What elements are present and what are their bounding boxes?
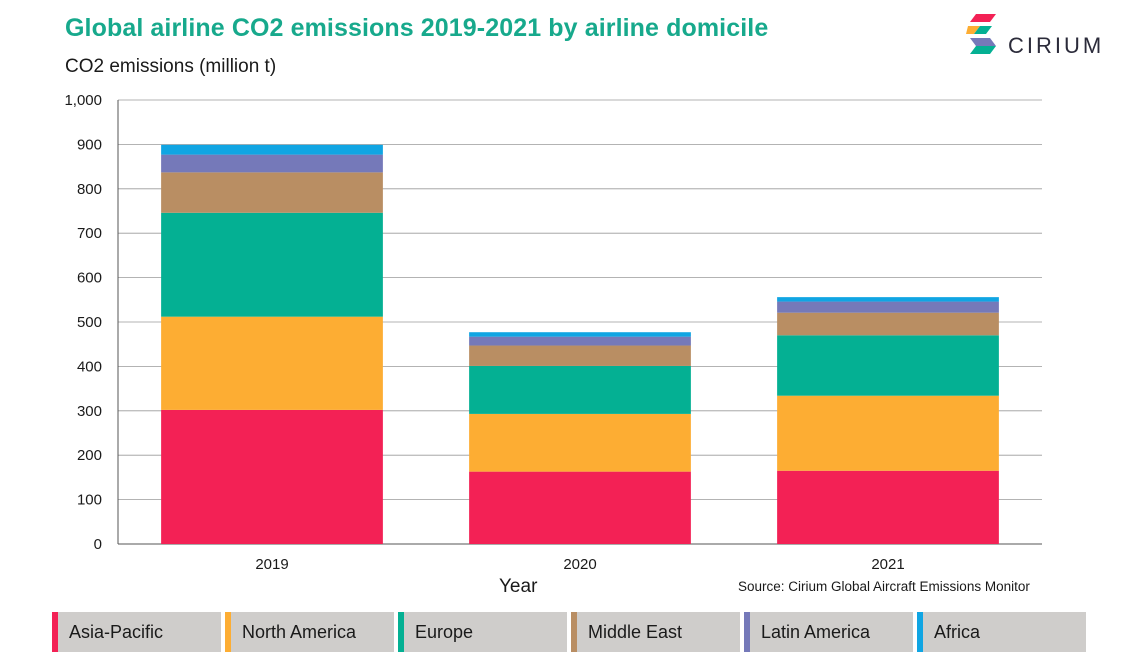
bar-segment-africa-2019 [161, 144, 383, 155]
y-tick-label: 100 [77, 492, 102, 509]
legend-label: Europe [415, 621, 474, 642]
y-tick-label: 500 [77, 314, 102, 331]
legend-label: Asia-Pacific [69, 621, 164, 642]
y-tick-label: 400 [77, 358, 102, 375]
bar-segment-latin-america-2021 [777, 301, 999, 313]
legend-label: North America [242, 621, 357, 642]
y-tick-label: 600 [77, 270, 102, 287]
bar-segment-europe-2020 [469, 365, 691, 414]
legend-swatch [398, 612, 404, 652]
bar-segment-latin-america-2019 [161, 154, 383, 173]
legend-item: Latin America [744, 612, 913, 652]
legend-swatch [571, 612, 577, 652]
bar-segment-africa-2021 [777, 297, 999, 302]
source-note: Source: Cirium Global Aircraft Emissions… [738, 579, 1030, 594]
bar-segment-europe-2021 [777, 335, 999, 396]
y-axis-label: CO2 emissions (million t) [65, 56, 277, 77]
y-tick-label: 300 [77, 403, 102, 420]
bar-segment-north-america-2021 [777, 395, 999, 471]
legend: Asia-Pacific North America Europe Middle Ea… [52, 612, 1086, 652]
x-tick-label: 2019 [255, 556, 288, 573]
legend-item: Asia-Pacific [52, 612, 221, 652]
bar-segment-asia-pacific-2020 [469, 471, 691, 544]
legend-label: Africa [934, 621, 981, 642]
x-tick-label: 2021 [871, 556, 904, 573]
legend-item: Middle East [571, 612, 740, 652]
y-tick-label: 900 [77, 136, 102, 153]
y-tick-label: 200 [77, 447, 102, 464]
bar-segment-latin-america-2020 [469, 336, 691, 346]
bar-segment-asia-pacific-2021 [777, 470, 999, 544]
cirium-logo-icon [966, 14, 996, 54]
legend-label: Middle East [588, 621, 683, 642]
bar-segment-middle-east-2020 [469, 345, 691, 366]
legend-item: Europe [398, 612, 567, 652]
bar-segment-middle-east-2019 [161, 172, 383, 213]
legend-swatch [917, 612, 923, 652]
legend-swatch [744, 612, 750, 652]
y-tick-label: 700 [77, 225, 102, 242]
chart-title: Global airline CO2 emissions 2019-2021 b… [65, 14, 769, 42]
bar-segment-north-america-2019 [161, 316, 383, 410]
legend-label: Latin America [761, 621, 871, 642]
bar-segment-middle-east-2021 [777, 312, 999, 336]
bar-segment-north-america-2020 [469, 413, 691, 472]
y-tick-label: 1,000 [64, 92, 102, 109]
bar-segment-europe-2019 [161, 212, 383, 317]
legend-swatch [225, 612, 231, 652]
legend-item: Africa [917, 612, 1086, 652]
logo-text: CIRIUM [1008, 33, 1105, 58]
bar-segment-asia-pacific-2019 [161, 409, 383, 544]
y-tick-label: 800 [77, 181, 102, 198]
x-axis-label: Year [499, 576, 538, 597]
bar-segment-africa-2020 [469, 332, 691, 337]
x-tick-label: 2020 [563, 556, 596, 573]
legend-swatch [52, 612, 58, 652]
legend-item: North America [225, 612, 394, 652]
y-tick-label: 0 [94, 536, 102, 553]
